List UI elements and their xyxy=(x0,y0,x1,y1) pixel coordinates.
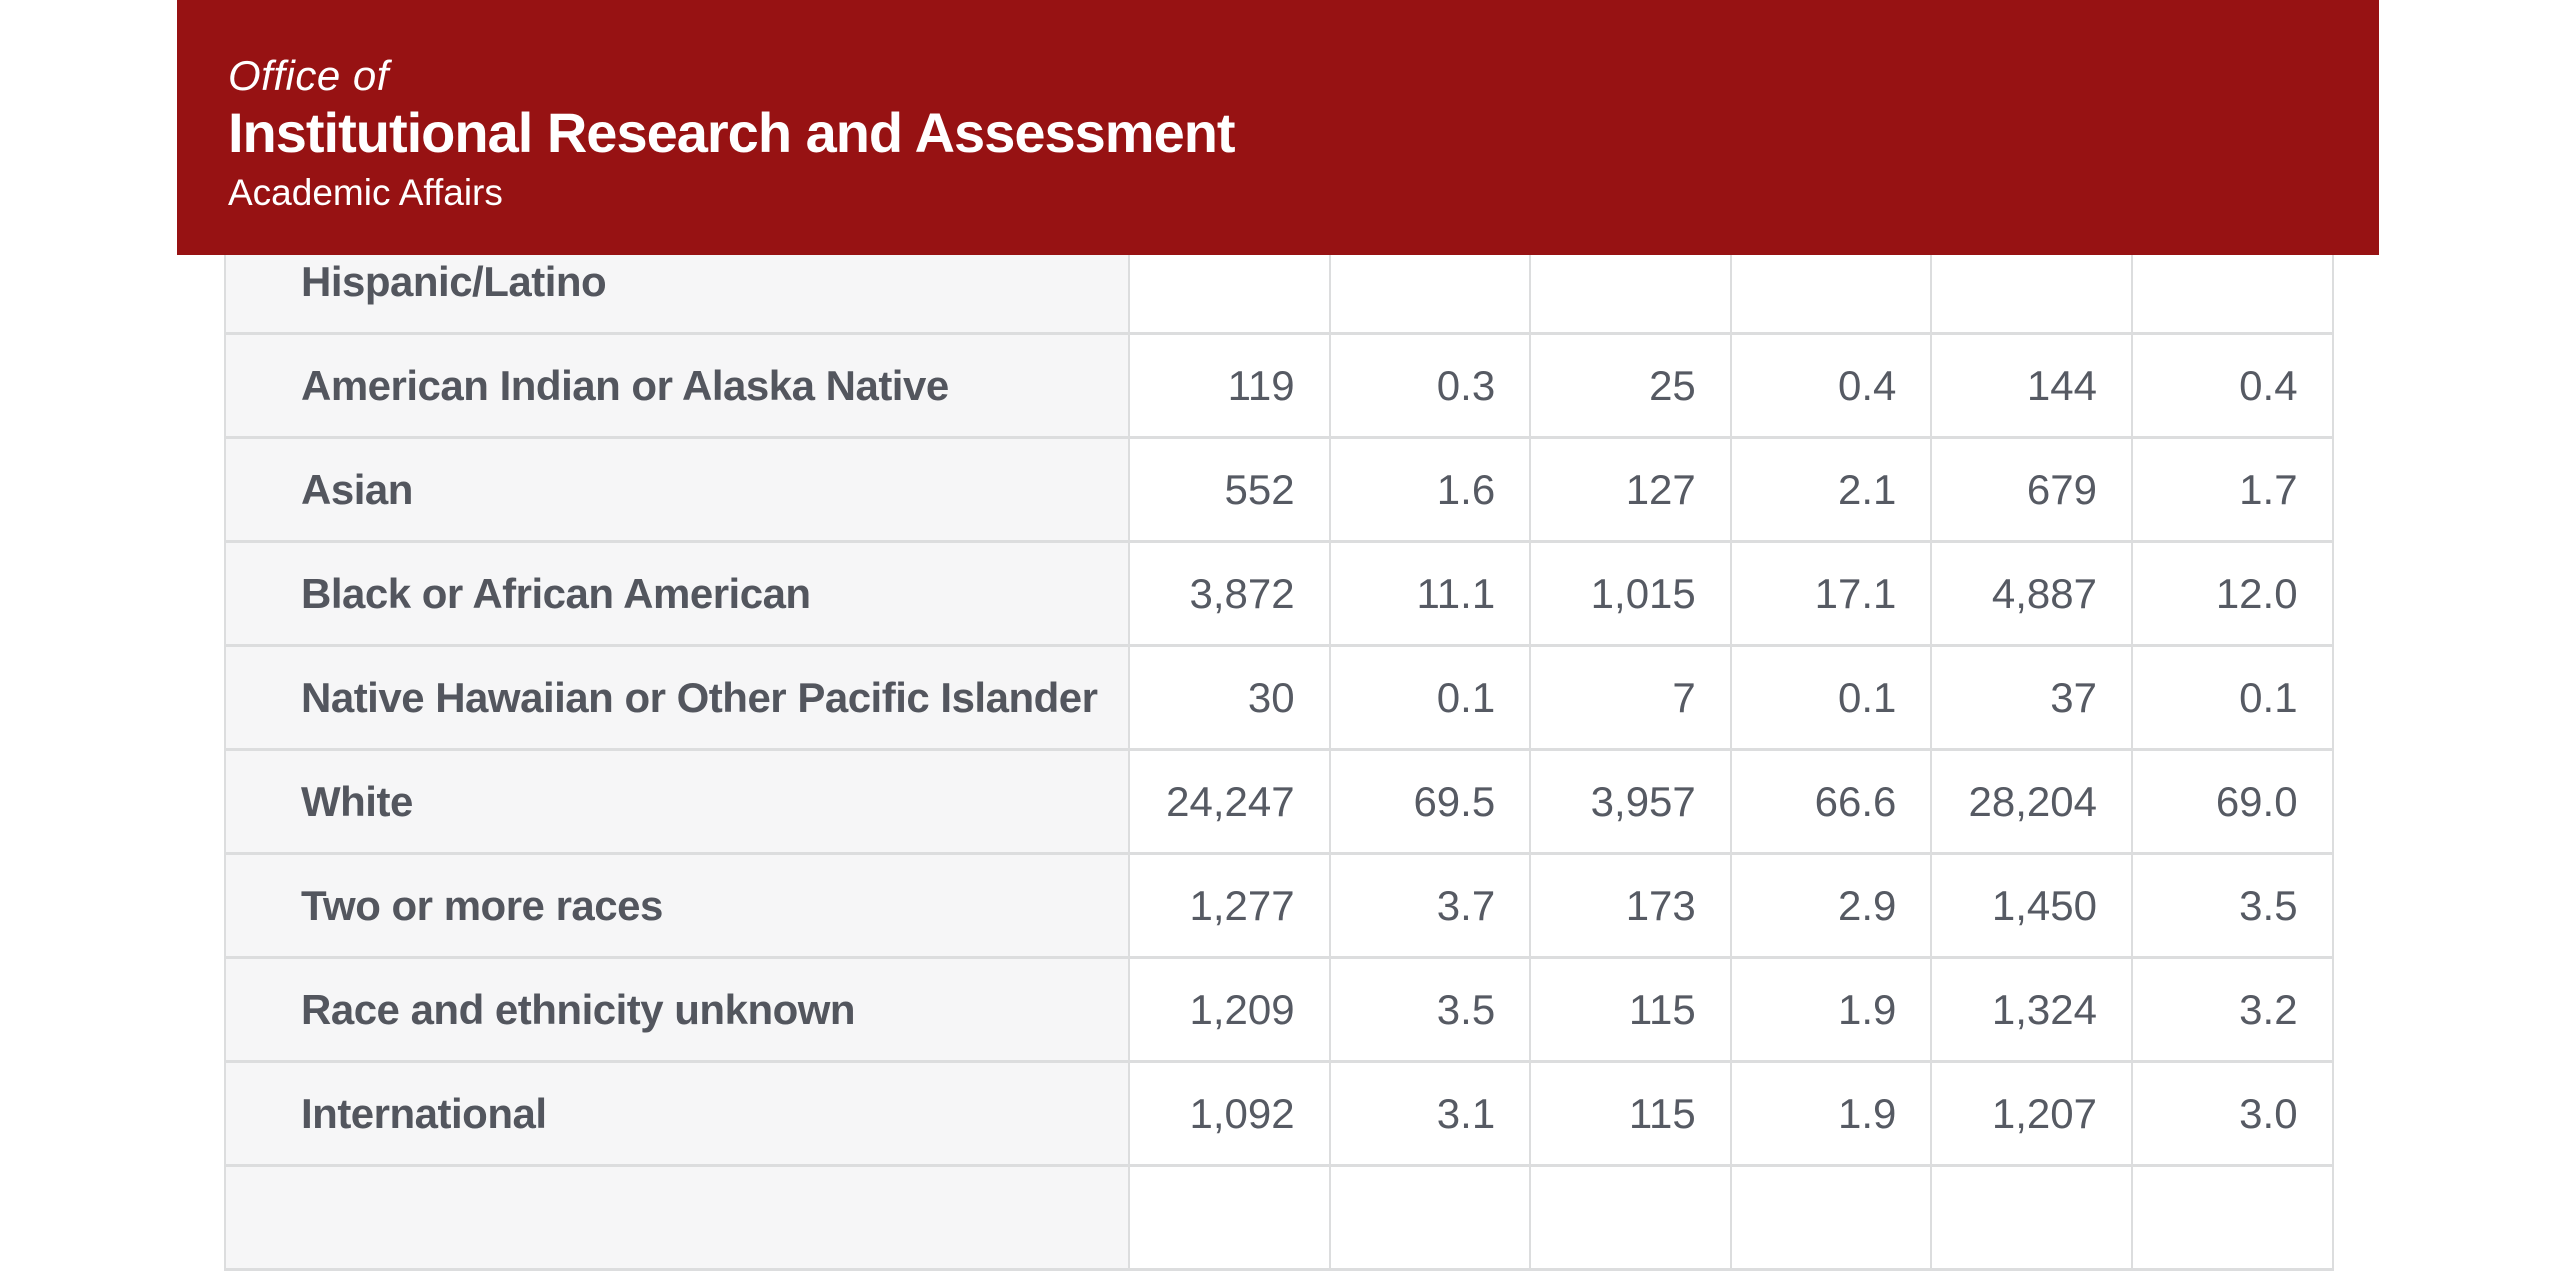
value-cell: 28,204 xyxy=(1930,748,2133,855)
table-body: Hispanic/Latino American Indian or Alaska… xyxy=(224,228,2334,1271)
value-cell: 1,277 xyxy=(1128,852,1331,959)
race-ethnicity-table: Hispanic/Latino American Indian or Alaska… xyxy=(224,228,2334,1271)
site-header-banner: Office of Institutional Research and Ass… xyxy=(177,0,2379,255)
value-cell: 30 xyxy=(1128,644,1331,751)
value-cell: 1.9 xyxy=(1729,956,1933,1063)
row-label-cell: Race and ethnicity unknown xyxy=(224,956,1130,1063)
value-cell: 7 xyxy=(1529,644,1732,751)
value-cell: 144 xyxy=(1930,332,2133,439)
table-row: American Indian or Alaska Native 119 0.3 25… xyxy=(224,332,2334,439)
table-row: Race and ethnicity unknown 1,209 3.5 115 1.9… xyxy=(224,956,2334,1063)
value-cell xyxy=(1529,1164,1732,1271)
value-cell xyxy=(1729,1164,1933,1271)
value-cell: 17.1 xyxy=(1729,540,1933,647)
value-cell: 0.1 xyxy=(1729,644,1933,751)
value-cell: 11.1 xyxy=(1328,540,1532,647)
value-cell: 173 xyxy=(1529,852,1732,959)
value-cell: 1.9 xyxy=(1729,1060,1933,1167)
row-label-cell: Two or more races xyxy=(224,852,1130,959)
value-cell: 1,324 xyxy=(1930,956,2133,1063)
table-row xyxy=(224,1164,2334,1271)
value-cell: 3,872 xyxy=(1128,540,1331,647)
value-cell: 0.1 xyxy=(2130,644,2334,751)
row-label-cell xyxy=(224,1164,1130,1271)
value-cell: 552 xyxy=(1128,436,1331,543)
value-cell: 679 xyxy=(1930,436,2133,543)
value-cell: 12.0 xyxy=(2130,540,2334,647)
value-cell: 69.5 xyxy=(1328,748,1532,855)
value-cell: 3.0 xyxy=(2130,1060,2334,1167)
table-row: Asian 552 1.6 127 2.1 679 1.7 xyxy=(224,436,2334,543)
table-row: Native Hawaiian or Other Pacific Islande… xyxy=(224,644,2334,751)
value-cell: 37 xyxy=(1930,644,2133,751)
value-cell: 1,450 xyxy=(1930,852,2133,959)
value-cell xyxy=(1328,1164,1532,1271)
value-cell: 3.5 xyxy=(1328,956,1532,1063)
value-cell: 1.7 xyxy=(2130,436,2334,543)
value-cell: 0.4 xyxy=(1729,332,1933,439)
value-cell: 0.1 xyxy=(1328,644,1532,751)
header-title: Institutional Research and Assessment xyxy=(228,101,1236,164)
value-cell: 127 xyxy=(1529,436,1732,543)
value-cell: 3.5 xyxy=(2130,852,2334,959)
table-row: Two or more races 1,277 3.7 173 2.9 1,450 3.5 xyxy=(224,852,2334,959)
value-cell xyxy=(1128,1164,1331,1271)
value-cell: 3,957 xyxy=(1529,748,1732,855)
table-row: White 24,247 69.5 3,957 66.6 28,204 69.0 xyxy=(224,748,2334,855)
table-row: Black or African American 3,872 11.1 1,015 1… xyxy=(224,540,2334,647)
value-cell: 115 xyxy=(1529,956,1732,1063)
table-row: International 1,092 3.1 115 1.9 1,207 3.0 xyxy=(224,1060,2334,1167)
value-cell: 69.0 xyxy=(2130,748,2334,855)
header-subtitle: Academic Affairs xyxy=(228,172,503,213)
header-office-of-text: Office of xyxy=(228,52,389,99)
row-label-cell: Asian xyxy=(224,436,1130,543)
value-cell: 3.7 xyxy=(1328,852,1532,959)
row-label-cell: Native Hawaiian or Other Pacific Islande… xyxy=(224,644,1130,751)
value-cell xyxy=(2130,1164,2334,1271)
value-cell: 25 xyxy=(1529,332,1732,439)
value-cell: 115 xyxy=(1529,1060,1732,1167)
value-cell: 0.4 xyxy=(2130,332,2334,439)
value-cell: 1,092 xyxy=(1128,1060,1331,1167)
value-cell: 0.3 xyxy=(1328,332,1532,439)
value-cell: 1,015 xyxy=(1529,540,1732,647)
value-cell: 66.6 xyxy=(1729,748,1933,855)
value-cell: 24,247 xyxy=(1128,748,1331,855)
row-label-cell: Black or African American xyxy=(224,540,1130,647)
value-cell: 4,887 xyxy=(1930,540,2133,647)
value-cell: 1,207 xyxy=(1930,1060,2133,1167)
value-cell: 1,209 xyxy=(1128,956,1331,1063)
page: { "header": { "office_of": "Office of", … xyxy=(177,0,2379,1271)
enrollment-table-container: Hispanic/Latino American Indian or Alaska… xyxy=(224,228,2334,1271)
value-cell: 2.9 xyxy=(1729,852,1933,959)
row-label-cell: International xyxy=(224,1060,1130,1167)
value-cell: 2.1 xyxy=(1729,436,1933,543)
value-cell xyxy=(1930,1164,2133,1271)
value-cell: 1.6 xyxy=(1328,436,1532,543)
row-label-cell: American Indian or Alaska Native xyxy=(224,332,1130,439)
value-cell: 3.2 xyxy=(2130,956,2334,1063)
value-cell: 3.1 xyxy=(1328,1060,1532,1167)
value-cell: 119 xyxy=(1128,332,1331,439)
row-label-cell: White xyxy=(224,748,1130,855)
